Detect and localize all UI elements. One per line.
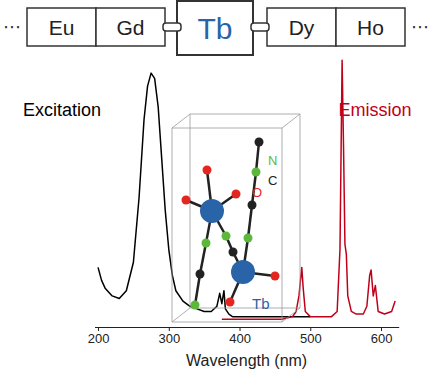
crystal-structure: O NC Tb bbox=[172, 114, 300, 322]
atom bbox=[191, 301, 200, 310]
unit-cell-edge bbox=[282, 308, 300, 322]
unit-cell-edge bbox=[172, 128, 282, 129]
atom bbox=[232, 190, 241, 199]
x-tick: 400 bbox=[229, 327, 251, 346]
series-label: Emission bbox=[338, 100, 411, 120]
atom bbox=[231, 260, 255, 284]
atom bbox=[248, 201, 257, 210]
element-box bbox=[336, 8, 405, 46]
bond bbox=[195, 274, 200, 305]
element-box bbox=[267, 8, 336, 46]
unit-cell-edge bbox=[190, 114, 191, 308]
atom bbox=[222, 232, 231, 241]
atom-label: C bbox=[268, 173, 277, 188]
x-tick: 300 bbox=[158, 327, 180, 346]
atom bbox=[244, 234, 253, 243]
ellipsis: ⋯ bbox=[3, 17, 21, 37]
x-tick-label: 400 bbox=[229, 331, 251, 346]
x-tick: 500 bbox=[300, 327, 322, 346]
x-tick-label: 500 bbox=[300, 331, 322, 346]
x-axis-title: Wavelength (nm) bbox=[186, 352, 307, 369]
unit-cell-edge bbox=[300, 114, 301, 308]
atom bbox=[182, 196, 191, 205]
series-label: Excitation bbox=[23, 100, 101, 120]
element-symbol: Eu bbox=[49, 16, 75, 39]
atom-label: N bbox=[268, 153, 277, 168]
unit-cell-edge bbox=[172, 322, 282, 323]
unit-cell-edge bbox=[282, 114, 300, 128]
ellipsis: ⋯ bbox=[411, 17, 429, 37]
connector bbox=[163, 23, 181, 31]
x-tick: 200 bbox=[88, 327, 110, 346]
unit-cell-edge bbox=[190, 308, 300, 309]
atom-label: O bbox=[252, 185, 262, 200]
bond bbox=[200, 243, 206, 274]
figure: Eu Gd Tb Dy Ho ⋯ ⋯ 200 300 400 500 600 Wavelength (n… bbox=[0, 0, 433, 376]
element-box bbox=[96, 8, 165, 46]
atom bbox=[200, 199, 224, 223]
unit-cell-edge bbox=[172, 128, 173, 322]
atom bbox=[226, 298, 235, 307]
element-symbol: Gd bbox=[116, 16, 144, 39]
x-tick-label: 300 bbox=[158, 331, 180, 346]
x-tick: 600 bbox=[371, 327, 393, 346]
x-tick-label: 600 bbox=[371, 331, 393, 346]
atom bbox=[196, 270, 205, 279]
element-symbol: Ho bbox=[357, 16, 384, 39]
unit-cell-edge bbox=[172, 114, 190, 128]
unit-cell-edge bbox=[190, 114, 300, 115]
atom bbox=[255, 138, 264, 147]
atom-label: Tb bbox=[252, 295, 270, 312]
series-line bbox=[98, 73, 310, 317]
x-tick-label: 200 bbox=[88, 331, 110, 346]
periodic-strip: Eu Gd Tb Dy Ho ⋯ ⋯ bbox=[3, 1, 429, 55]
atom bbox=[202, 239, 211, 248]
bond bbox=[248, 205, 252, 238]
element-box-highlight bbox=[177, 1, 253, 55]
element-symbol: Tb bbox=[197, 12, 232, 45]
atom bbox=[229, 248, 238, 257]
atom bbox=[271, 272, 280, 281]
unit-cell-edge bbox=[282, 128, 283, 322]
unit-cell-edge bbox=[172, 308, 190, 322]
x-axis-line bbox=[95, 327, 399, 328]
element-symbol: Dy bbox=[289, 16, 315, 39]
atom bbox=[252, 168, 261, 177]
element-box bbox=[27, 8, 96, 46]
x-axis: 200 300 400 500 600 bbox=[88, 327, 400, 346]
connector bbox=[251, 23, 269, 31]
atom bbox=[203, 166, 212, 175]
bond bbox=[256, 142, 259, 172]
